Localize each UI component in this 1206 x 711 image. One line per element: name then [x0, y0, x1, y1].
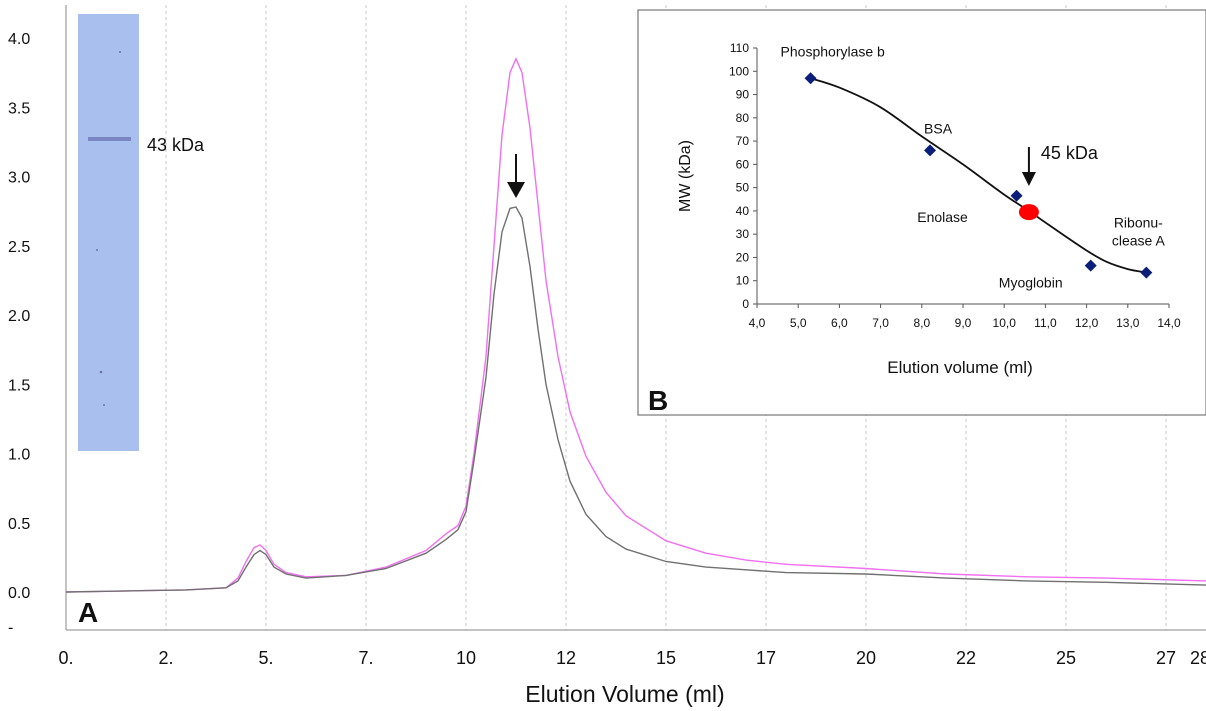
y-tick-label: 0.0: [8, 585, 30, 602]
y-tick-label: 4.0: [8, 31, 30, 48]
y-tick-label: 60: [736, 157, 750, 171]
standard-label: Ribonu-: [1114, 215, 1163, 231]
x-tick-label: 25: [1056, 648, 1076, 668]
y-tick-label: 30: [736, 227, 750, 241]
panel-b-standards: Phosphorylase b BSA Enolase Myoglobin Ribonu…: [781, 43, 1166, 290]
y-tick-label: 3.5: [8, 100, 30, 117]
x-tick-label: 4,0: [749, 316, 766, 330]
x-tick-label: 2.: [158, 648, 173, 668]
x-tick-label: 6,0: [831, 316, 848, 330]
x-tick-label: 8,0: [913, 316, 930, 330]
y-tick-label: 110: [730, 41, 749, 55]
y-tick-label: 80: [736, 111, 750, 125]
gel-band-label: 43 kDa: [147, 135, 205, 155]
panel-b-y-ticks: 0 10 20 30 40 50 60 70 80 90 100 110: [729, 41, 757, 311]
y-tick-label: 1.0: [8, 447, 30, 464]
x-tick-label: 9,0: [955, 316, 972, 330]
x-tick-label: 12,0: [1075, 316, 1099, 330]
x-tick-label: 13,0: [1116, 316, 1140, 330]
gel-speck: [119, 51, 121, 53]
x-tick-label: 27: [1156, 648, 1176, 668]
fit-curve-line: [810, 77, 1147, 274]
standard-label: BSA: [924, 120, 953, 136]
x-tick-label: 5.: [258, 648, 273, 668]
standard-label: Enolase: [917, 209, 968, 225]
x-tick-label: 0.: [58, 648, 73, 668]
panel-b-x-ticks: 4,0 5,0 6,0 7,0 8,0 9,0 10,0 11,0 12,0 13,0 14,0: [749, 304, 1181, 330]
panel-b-y-axis-label: MW (kDa): [677, 140, 694, 212]
y-tick-label: 40: [736, 204, 750, 218]
standard-label: Myoglobin: [999, 275, 1063, 291]
y-tick-label: 2.0: [8, 308, 30, 325]
panel-a-label: A: [78, 597, 98, 628]
panel-a-x-axis-label: Elution Volume (ml): [525, 681, 724, 707]
y-tick-label: 1.5: [8, 377, 30, 394]
panel-b-inset: 0 10 20 30 40 50 60 70 80 90 100 110 4,0 5,0 6,0 7,0 8,…: [637, 9, 1206, 416]
x-tick-label: 20: [856, 648, 876, 668]
y-tick-label: 70: [736, 134, 750, 148]
standard-point-marker: [1084, 259, 1097, 272]
sds-page-gel-image: [78, 14, 139, 451]
x-tick-label: 22: [956, 648, 976, 668]
x-tick-label: 7,0: [872, 316, 889, 330]
series-line: [65, 57, 1206, 593]
panel-b-x-axis-label: Elution volume (ml): [887, 358, 1033, 377]
y-tick-label: 0.5: [8, 516, 30, 533]
x-tick-label: 14,0: [1157, 316, 1181, 330]
sample-mw-label: 45 kDa: [1041, 143, 1099, 163]
standard-point-marker: [924, 144, 937, 157]
y-tick-label: 100: [729, 64, 749, 78]
panel-a-x-ticks: 0. 2. 5. 7. 10 12 15 17 20 22 25 27 28: [58, 648, 1206, 668]
standard-label-line2: clease A: [1112, 233, 1166, 249]
panel-b-frame: [637, 9, 1206, 416]
y-tick-label: 20: [736, 250, 750, 264]
sample-point-marker: [1018, 204, 1039, 221]
standard-point-marker: [804, 72, 817, 85]
x-tick-label: 11,0: [1034, 316, 1057, 330]
panel-a-y-ticks: - 0.0 0.5 1.0 1.5 2.0 2.5 3.0 3.5 4.0: [8, 31, 30, 637]
gel-speck: [99, 370, 103, 374]
x-tick-label: 15: [656, 648, 676, 668]
panel-a-series: [65, 57, 1206, 593]
x-tick-label: 28: [1190, 648, 1206, 668]
y-tick-label: 2.5: [8, 239, 30, 256]
standard-point-marker: [1010, 189, 1023, 202]
x-tick-label: 10,0: [993, 316, 1017, 330]
standard-label: Phosphorylase b: [781, 43, 886, 59]
x-tick-label: 12: [556, 648, 576, 668]
panel-b-label: B: [648, 385, 668, 416]
peak-arrow: [507, 154, 525, 198]
gel-lane: [78, 14, 139, 451]
gel-speck: [96, 249, 98, 251]
y-tick-label: -: [8, 620, 13, 637]
arrow-head: [507, 182, 525, 198]
series-line: [65, 206, 1206, 593]
y-tick-label: 10: [736, 274, 750, 288]
x-tick-label: 10: [456, 648, 476, 668]
gel-speck: [103, 404, 105, 406]
panel-b-sample: 45 kDa: [1018, 143, 1099, 221]
x-tick-label: 5,0: [790, 316, 807, 330]
sample-arrow-head: [1021, 172, 1036, 186]
y-tick-label: 0: [742, 297, 749, 311]
x-tick-label: 7.: [358, 648, 373, 668]
standard-point-marker: [1140, 266, 1153, 279]
y-tick-label: 3.0: [8, 170, 30, 187]
panel-b-fit-curve: [810, 77, 1147, 274]
y-tick-label: 90: [736, 88, 750, 102]
gel-band-43kda: [88, 137, 131, 141]
x-tick-label: 17: [756, 648, 776, 668]
y-tick-label: 50: [736, 181, 750, 195]
